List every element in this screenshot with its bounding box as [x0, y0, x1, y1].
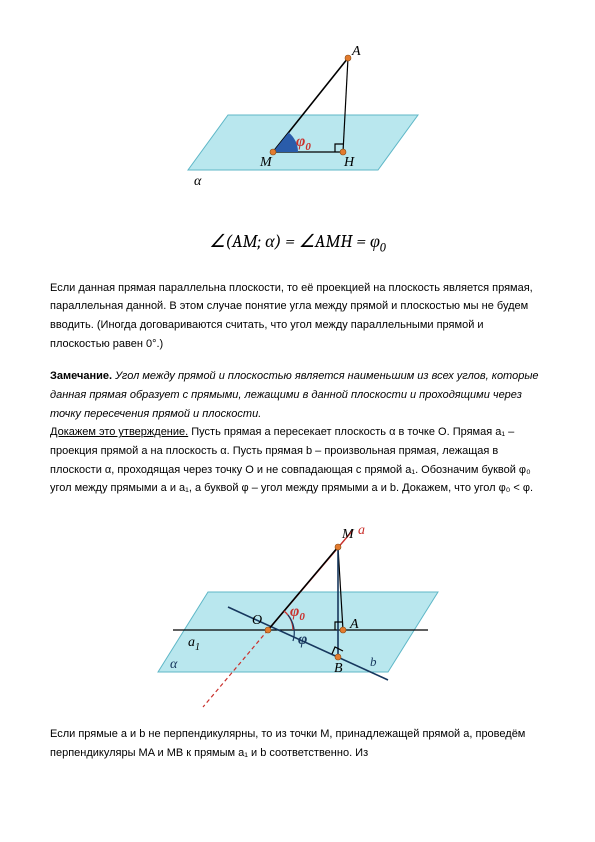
label-b: b — [370, 654, 377, 669]
label-alpha: α — [194, 174, 202, 189]
figure-1-svg: A M H α φ0 — [158, 40, 438, 210]
remark-statement: Угол между прямой и плоскостью является … — [50, 370, 539, 419]
remark-heading: Замечание. — [50, 370, 112, 382]
label-H: H — [343, 155, 355, 170]
label-A-2: A — [349, 617, 359, 632]
page: A M H α φ0 ∠(AM; α) = ∠AMH = φ0 Если дан… — [0, 0, 595, 807]
figure-2: M a O A B b a1 α φ0 φ — [50, 512, 545, 715]
point-A-2 — [340, 627, 346, 633]
paragraph-1: Если данная прямая параллельна плоскости… — [50, 279, 545, 354]
proof-heading: Докажем это утверждение. — [50, 426, 188, 438]
label-O: O — [252, 613, 262, 628]
paragraph-3: Если прямые a и b не перпендикулярны, то… — [50, 725, 545, 762]
label-A: A — [351, 44, 361, 59]
formula: ∠(AM; α) = ∠AMH = φ0 — [50, 231, 545, 255]
point-B — [335, 654, 341, 660]
label-M: M — [259, 155, 273, 170]
label-M-2: M — [341, 527, 355, 542]
label-B: B — [334, 661, 343, 676]
figure-1: A M H α φ0 — [50, 40, 545, 213]
label-a: a — [358, 523, 365, 538]
point-A — [345, 55, 351, 61]
point-M-2 — [335, 544, 341, 550]
figure-2-svg: M a O A B b a1 α φ0 φ — [138, 512, 458, 712]
label-alpha-2: α — [170, 657, 178, 672]
paragraph-2: Замечание. Угол между прямой и плоскость… — [50, 367, 545, 498]
point-O — [265, 627, 271, 633]
label-phi: φ — [298, 631, 307, 648]
